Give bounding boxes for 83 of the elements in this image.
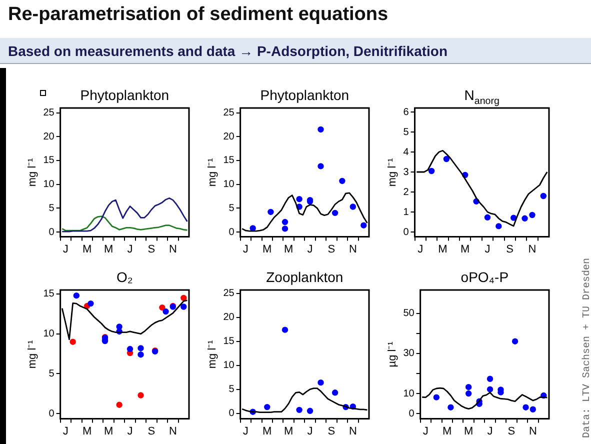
chart-title: Phytoplankton: [80, 87, 170, 103]
y-axis-title: µg l⁻¹: [386, 341, 399, 368]
x-tick-label: J: [307, 425, 313, 438]
y-tick-label: 50: [403, 308, 415, 320]
x-tick-label: M: [284, 243, 294, 256]
y-axis-title: mg l⁻¹: [386, 158, 399, 187]
x-tick-label: J: [127, 425, 133, 438]
y-tick-label: 5: [48, 202, 55, 214]
y-tick-label: 5: [228, 202, 235, 214]
y-tick-label: 20: [223, 312, 235, 324]
y-tick-label: 5: [403, 126, 410, 138]
y-tick-label: 0: [228, 226, 235, 238]
x-tick-label: M: [104, 243, 114, 256]
chart-title: O₂: [116, 269, 133, 285]
y-tick-label: 25: [223, 108, 235, 119]
x-tick-label: N: [528, 425, 537, 438]
y-tick-label: 20: [43, 131, 55, 142]
y-tick-label: 10: [43, 179, 55, 190]
x-tick-label: M: [438, 243, 448, 256]
chart-title: Phytoplankton: [260, 87, 350, 103]
y-tick-label: 15: [223, 336, 235, 348]
x-tick-label: J: [62, 243, 68, 256]
y-tick-label: 3: [403, 166, 410, 178]
y-tick-label: 0: [48, 408, 55, 420]
x-tick-label: J: [487, 425, 493, 438]
x-tick-label: S: [506, 243, 514, 256]
x-tick-label: M: [460, 243, 470, 256]
text: Data: LTV Sachsen + TU Dresden: [582, 258, 591, 438]
chart-title: Zooplankton: [266, 269, 344, 285]
x-tick-label: S: [148, 425, 156, 438]
y-tick-label: 30: [403, 348, 415, 360]
y-tick-label: 5: [228, 384, 235, 396]
y-tick-label: 6: [403, 106, 410, 118]
y-axis-title: mg l⁻¹: [206, 340, 219, 369]
y-tick-label: 0: [48, 226, 55, 238]
y-tick-label: 2: [403, 186, 410, 198]
y-tick-label: 15: [43, 155, 55, 166]
x-tick-label: S: [508, 425, 516, 438]
x-tick-label: J: [127, 243, 133, 256]
x-tick-label: S: [328, 243, 336, 256]
y-tick-label: 10: [43, 328, 55, 340]
y-tick-label: 10: [223, 179, 235, 190]
y-tick-label: 20: [223, 131, 235, 142]
y-tick-label: 10: [403, 388, 415, 400]
x-tick-label: J: [422, 425, 428, 438]
y-tick-label: 25: [43, 108, 55, 119]
y-tick-label: 10: [223, 360, 235, 372]
y-tick-label: 15: [223, 155, 235, 166]
x-tick-label: J: [484, 243, 490, 256]
text: Re-parametrisation of sediment equations: [8, 4, 388, 26]
y-tick-label: 4: [403, 146, 410, 158]
x-tick-label: M: [82, 243, 92, 256]
x-tick-label: J: [418, 243, 424, 256]
x-tick-label: N: [348, 425, 357, 438]
y-tick-label: 15: [43, 288, 55, 300]
y-tick-label: 0: [408, 408, 415, 420]
x-tick-label: N: [168, 243, 177, 256]
x-tick-label: J: [62, 425, 68, 438]
y-tick-label: 0: [228, 408, 235, 420]
text: Based on measurements and data → P-Adsorption, Denitrifikation: [0, 38, 591, 64]
x-tick-label: M: [262, 425, 272, 438]
y-tick-label: 5: [48, 368, 55, 380]
x-tick-label: J: [242, 425, 248, 438]
x-tick-label: M: [262, 243, 272, 256]
x-tick-label: M: [284, 425, 294, 438]
y-tick-label: 25: [223, 288, 235, 300]
y-axis-title: mg l⁻¹: [26, 158, 39, 187]
y-tick-label: 1: [403, 206, 410, 218]
x-tick-label: J: [242, 243, 248, 256]
x-tick-label: M: [82, 425, 92, 438]
y-axis-title: mg l⁻¹: [206, 158, 219, 187]
x-tick-label: S: [328, 425, 336, 438]
x-tick-label: N: [348, 243, 357, 256]
chart-title: oPO₄-P: [460, 269, 509, 285]
x-tick-label: M: [464, 425, 474, 438]
y-tick-label: 0: [403, 226, 410, 238]
x-tick-label: M: [104, 425, 114, 438]
x-tick-label: N: [528, 243, 536, 256]
x-tick-label: S: [148, 243, 156, 256]
x-tick-label: M: [442, 425, 452, 438]
x-tick-label: N: [168, 425, 177, 438]
x-tick-label: J: [307, 243, 313, 256]
y-axis-title: mg l⁻¹: [26, 340, 39, 369]
